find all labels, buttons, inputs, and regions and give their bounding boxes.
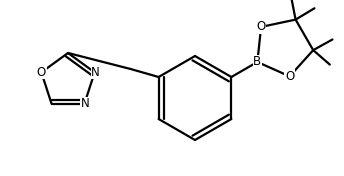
Text: O: O xyxy=(37,66,46,79)
Text: N: N xyxy=(81,97,90,110)
Text: O: O xyxy=(285,70,294,83)
Text: B: B xyxy=(253,55,261,68)
Text: O: O xyxy=(257,20,266,33)
Text: N: N xyxy=(91,66,100,79)
